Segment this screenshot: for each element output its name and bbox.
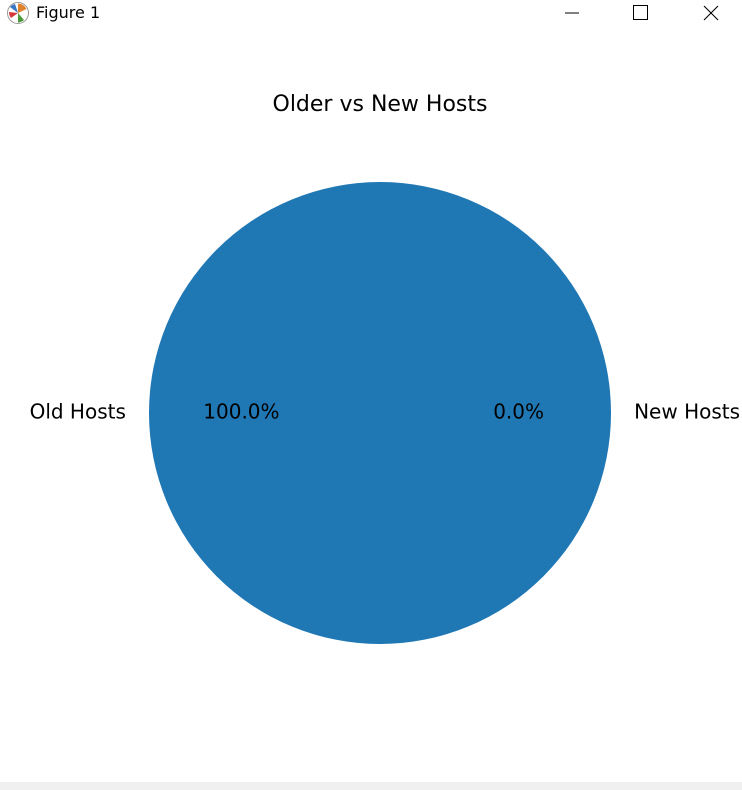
pie-percent-labels: 100.0% 0.0% bbox=[203, 400, 544, 424]
matplotlib-icon bbox=[6, 1, 30, 25]
maximize-button[interactable] bbox=[618, 0, 664, 26]
minimize-button[interactable] bbox=[549, 0, 595, 26]
slice-percent-old-hosts: 100.0% bbox=[203, 400, 279, 424]
slice-label-old-hosts: Old Hosts bbox=[30, 400, 126, 424]
title-bar[interactable]: Figure 1 bbox=[0, 0, 742, 26]
minimize-icon bbox=[565, 12, 579, 14]
status-strip bbox=[0, 782, 742, 790]
slice-percent-new-hosts: 0.0% bbox=[493, 400, 544, 424]
pie-slices bbox=[149, 182, 611, 644]
pie-slice-old-hosts bbox=[149, 182, 611, 644]
maximize-icon bbox=[633, 5, 648, 20]
pie-chart: Older vs New Hosts Old Hosts New Hosts 10… bbox=[30, 92, 740, 644]
pie-slice-labels: Old Hosts New Hosts bbox=[30, 400, 740, 424]
chart-title: Older vs New Hosts bbox=[273, 92, 488, 117]
close-button[interactable] bbox=[688, 0, 734, 26]
figure-canvas: Older vs New Hosts Old Hosts New Hosts 10… bbox=[0, 26, 742, 782]
window-title: Figure 1 bbox=[36, 3, 101, 22]
slice-label-new-hosts: New Hosts bbox=[634, 400, 740, 424]
close-icon bbox=[703, 5, 719, 21]
